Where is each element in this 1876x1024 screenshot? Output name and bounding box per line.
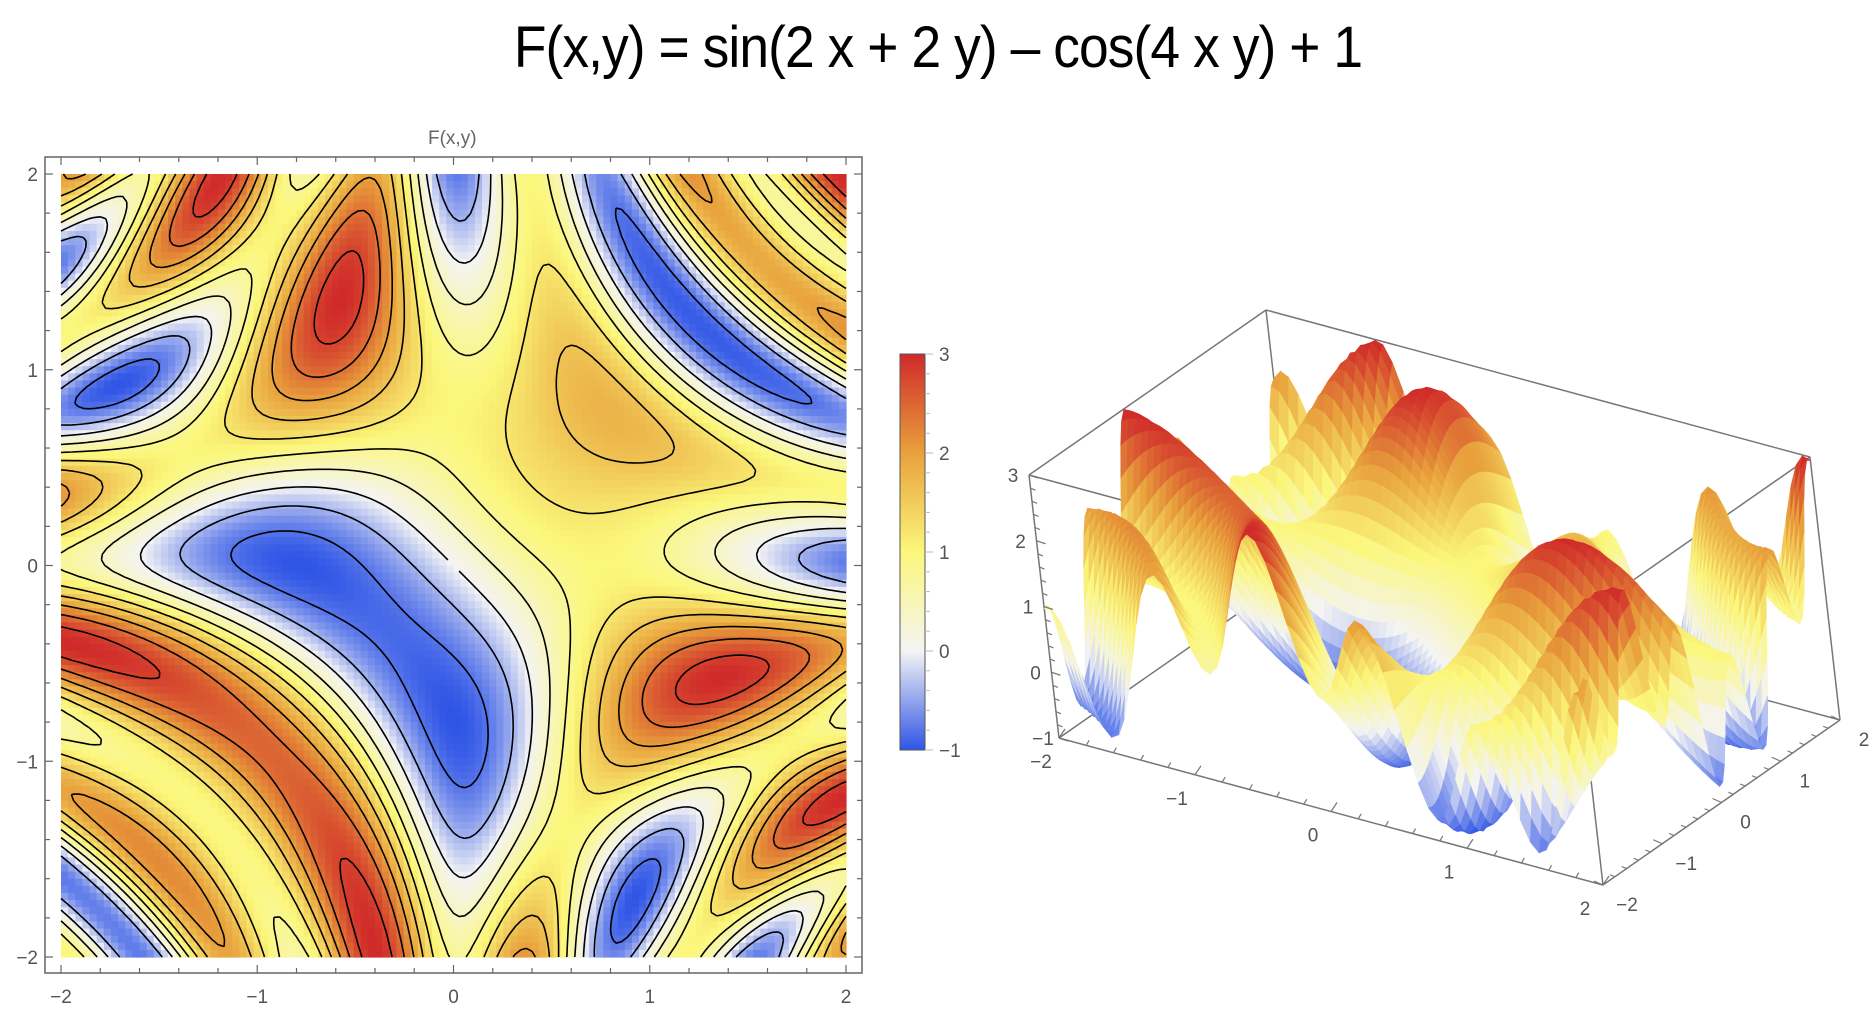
z-tick-label: 1 bbox=[1023, 598, 1034, 619]
z-tick-label: 2 bbox=[1015, 532, 1026, 553]
y-tick-label: 2 bbox=[27, 165, 38, 186]
y-tick-label: 1 bbox=[27, 361, 38, 382]
colorbar-tick-label: −1 bbox=[939, 741, 961, 762]
colorbar bbox=[899, 353, 926, 751]
x-tick-label: −1 bbox=[246, 987, 268, 1008]
x-tick-label: −1 bbox=[1166, 789, 1188, 810]
density-plot-canvas: −2 −2 −1 −1 0 0 1 1 2 2 −1 0 1 2 3 bbox=[16, 156, 961, 1008]
surface-mesh bbox=[1043, 340, 1811, 854]
y-tick-label: 1 bbox=[1799, 771, 1810, 792]
x-tick-label: 2 bbox=[1580, 899, 1591, 920]
z-tick-label: 3 bbox=[1008, 466, 1019, 487]
x-tick-label: 2 bbox=[841, 987, 852, 1008]
y-tick-label: −2 bbox=[1616, 895, 1638, 916]
x-tick-label: 0 bbox=[1308, 826, 1319, 847]
x-tick-label: 1 bbox=[644, 987, 655, 1008]
colorbar-tick-label: 2 bbox=[939, 444, 950, 465]
y-tick-label: 2 bbox=[1859, 730, 1870, 751]
y-tick-label: −2 bbox=[16, 948, 38, 969]
contour-lines bbox=[60, 173, 847, 958]
density-cells bbox=[61, 174, 847, 958]
z-tick-label: −1 bbox=[1032, 729, 1054, 750]
x-tick-label: 1 bbox=[1444, 862, 1455, 883]
x-tick-label: 0 bbox=[448, 987, 459, 1008]
y-tick-label: −1 bbox=[16, 752, 38, 773]
density-plot: F(x,y) −2 −2 −1 −1 0 0 1 1 2 2 −1 0 1 2 3 bbox=[0, 120, 1000, 1020]
colorbar-tick-label: 0 bbox=[939, 642, 950, 663]
x-tick-label: −2 bbox=[1030, 752, 1052, 773]
colorbar-tick-label: 3 bbox=[939, 345, 950, 366]
y-tick-label: 0 bbox=[1740, 813, 1751, 834]
density-plot-title: F(x,y) bbox=[428, 128, 477, 149]
z-tick-label: 0 bbox=[1030, 663, 1041, 684]
colorbar-tick-label: 1 bbox=[939, 543, 950, 564]
y-tick-label: 0 bbox=[27, 557, 38, 578]
surface-plot: −2 −2 −1 −1 −1 0 0 0 1 1 1 2 2 2 3 bbox=[1000, 180, 1876, 940]
x-tick-label: −2 bbox=[50, 987, 72, 1008]
y-tick-label: −1 bbox=[1675, 854, 1697, 875]
figure-title: F(x,y) = sin(2 x + 2 y) – cos(4 x y) + 1 bbox=[513, 15, 1363, 80]
